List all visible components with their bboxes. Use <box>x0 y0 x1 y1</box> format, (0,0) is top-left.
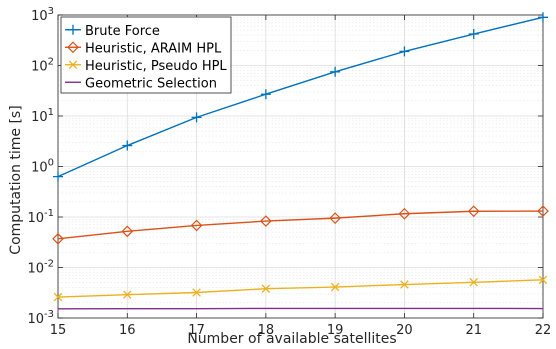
data-point-marker <box>53 172 63 182</box>
x-tick-label: 20 <box>396 323 413 338</box>
data-point-marker <box>399 46 409 56</box>
x-tick-label: 22 <box>535 323 552 338</box>
x-tick-label: 15 <box>50 323 67 338</box>
y-tick-label: 10-2 <box>27 259 54 277</box>
x-axis-label: Number of available satellites <box>187 331 396 347</box>
x-tick-label: 21 <box>465 323 482 338</box>
legend-item: Geometric Selection <box>65 76 217 91</box>
y-tick-label: 101 <box>31 107 54 125</box>
y-axis-label: Computation time [s] <box>8 105 24 254</box>
legend-item: Heuristic, ARAIM HPL <box>65 41 222 56</box>
data-point-marker <box>469 29 479 39</box>
legend-label: Heuristic, ARAIM HPL <box>85 41 222 56</box>
legend-label: Brute Force <box>85 24 160 39</box>
data-point-marker <box>538 12 548 22</box>
data-point-marker <box>261 89 271 99</box>
y-tick-label: 100 <box>31 158 54 176</box>
y-tick-label: 102 <box>31 57 54 75</box>
data-point-marker <box>122 141 132 151</box>
y-tick-label: 103 <box>31 6 54 24</box>
legend-item: Heuristic, Pseudo HPL <box>65 59 227 74</box>
data-point-marker <box>330 67 340 77</box>
legend-label: Geometric Selection <box>85 76 217 91</box>
data-point-marker <box>192 112 202 122</box>
legend-label: Heuristic, Pseudo HPL <box>85 59 227 74</box>
series-heuristic-pseudo-hpl <box>54 276 547 301</box>
legend: Brute Force Heuristic, ARAIM HPL Heuristic… <box>61 17 231 93</box>
x-tick-label: 16 <box>119 323 136 338</box>
y-tick-label: 10-1 <box>27 208 54 226</box>
